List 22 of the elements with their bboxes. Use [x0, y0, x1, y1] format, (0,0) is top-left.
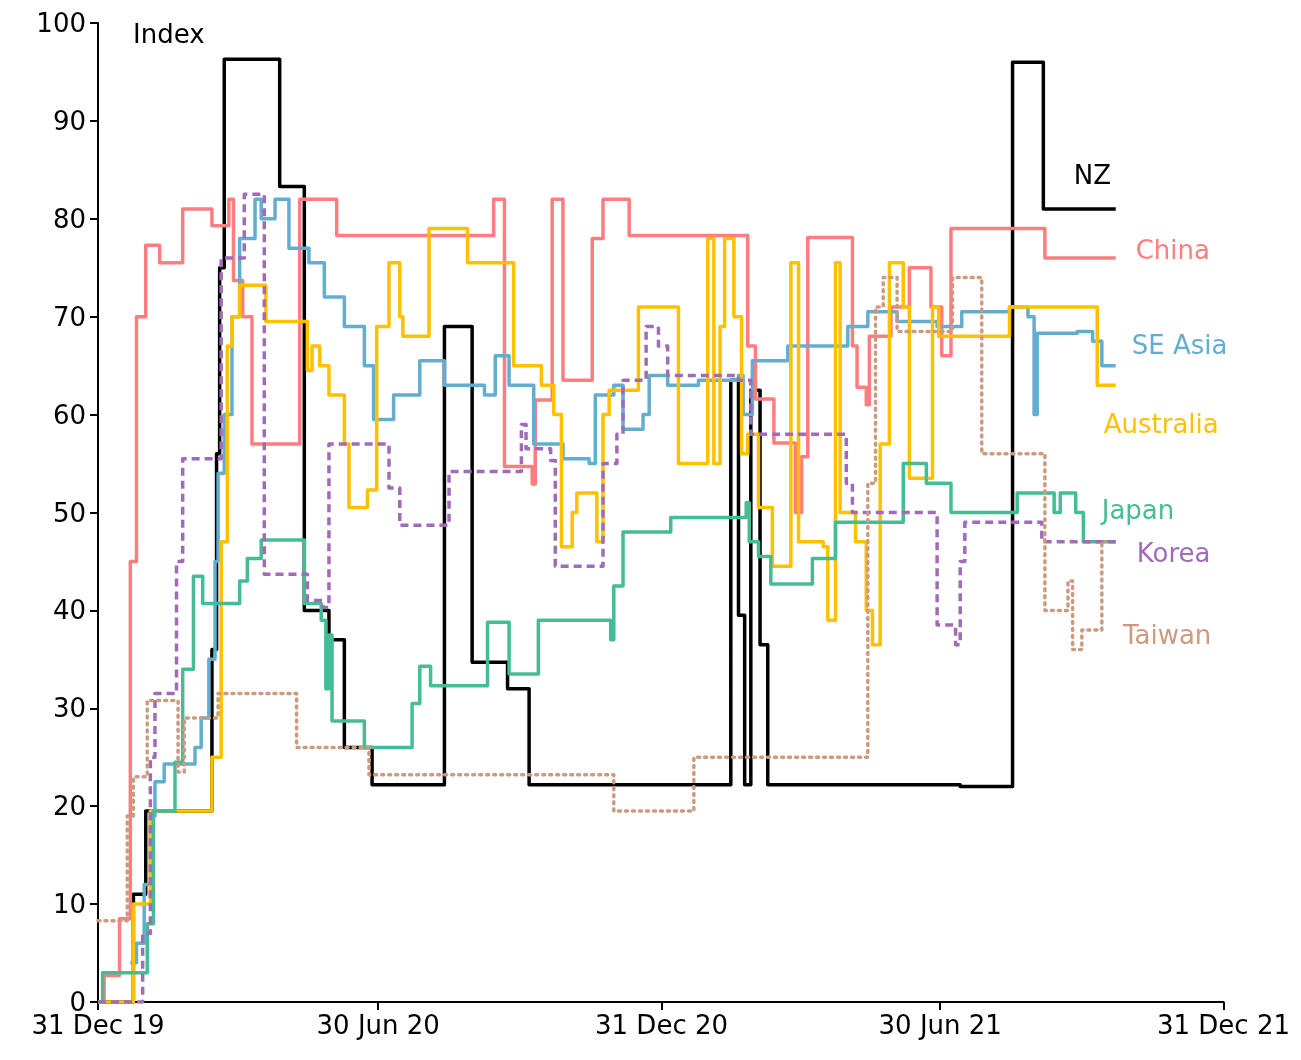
y-tick-label: 50 — [52, 497, 86, 528]
x-tick-label: 31 Dec 20 — [595, 1010, 729, 1040]
series-label: SE Asia — [1131, 329, 1228, 360]
series-label: NZ — [1073, 160, 1111, 191]
y-axis-title: Index — [133, 19, 205, 49]
y-tick-label: 60 — [52, 399, 86, 430]
x-tick-label: 30 Jun 20 — [316, 1010, 440, 1040]
series-label: Korea — [1136, 537, 1211, 568]
y-tick-label: 10 — [52, 889, 86, 920]
y-tick-label: 70 — [52, 301, 86, 332]
y-tick-label: 20 — [52, 791, 86, 822]
y-tick-label: 100 — [36, 8, 86, 38]
x-tick-label: 31 Dec 21 — [1156, 1010, 1290, 1040]
series-label: China — [1135, 234, 1210, 265]
series-label: Australia — [1103, 409, 1219, 440]
x-tick-label: 30 Jun 21 — [878, 1010, 1002, 1040]
y-tick-label: 90 — [52, 105, 86, 136]
y-tick-label: 40 — [52, 595, 86, 626]
y-tick-label: 80 — [52, 203, 86, 234]
y-tick-label: 30 — [52, 693, 86, 724]
series-label: Japan — [1099, 494, 1175, 525]
series-label: Taiwan — [1121, 619, 1212, 650]
